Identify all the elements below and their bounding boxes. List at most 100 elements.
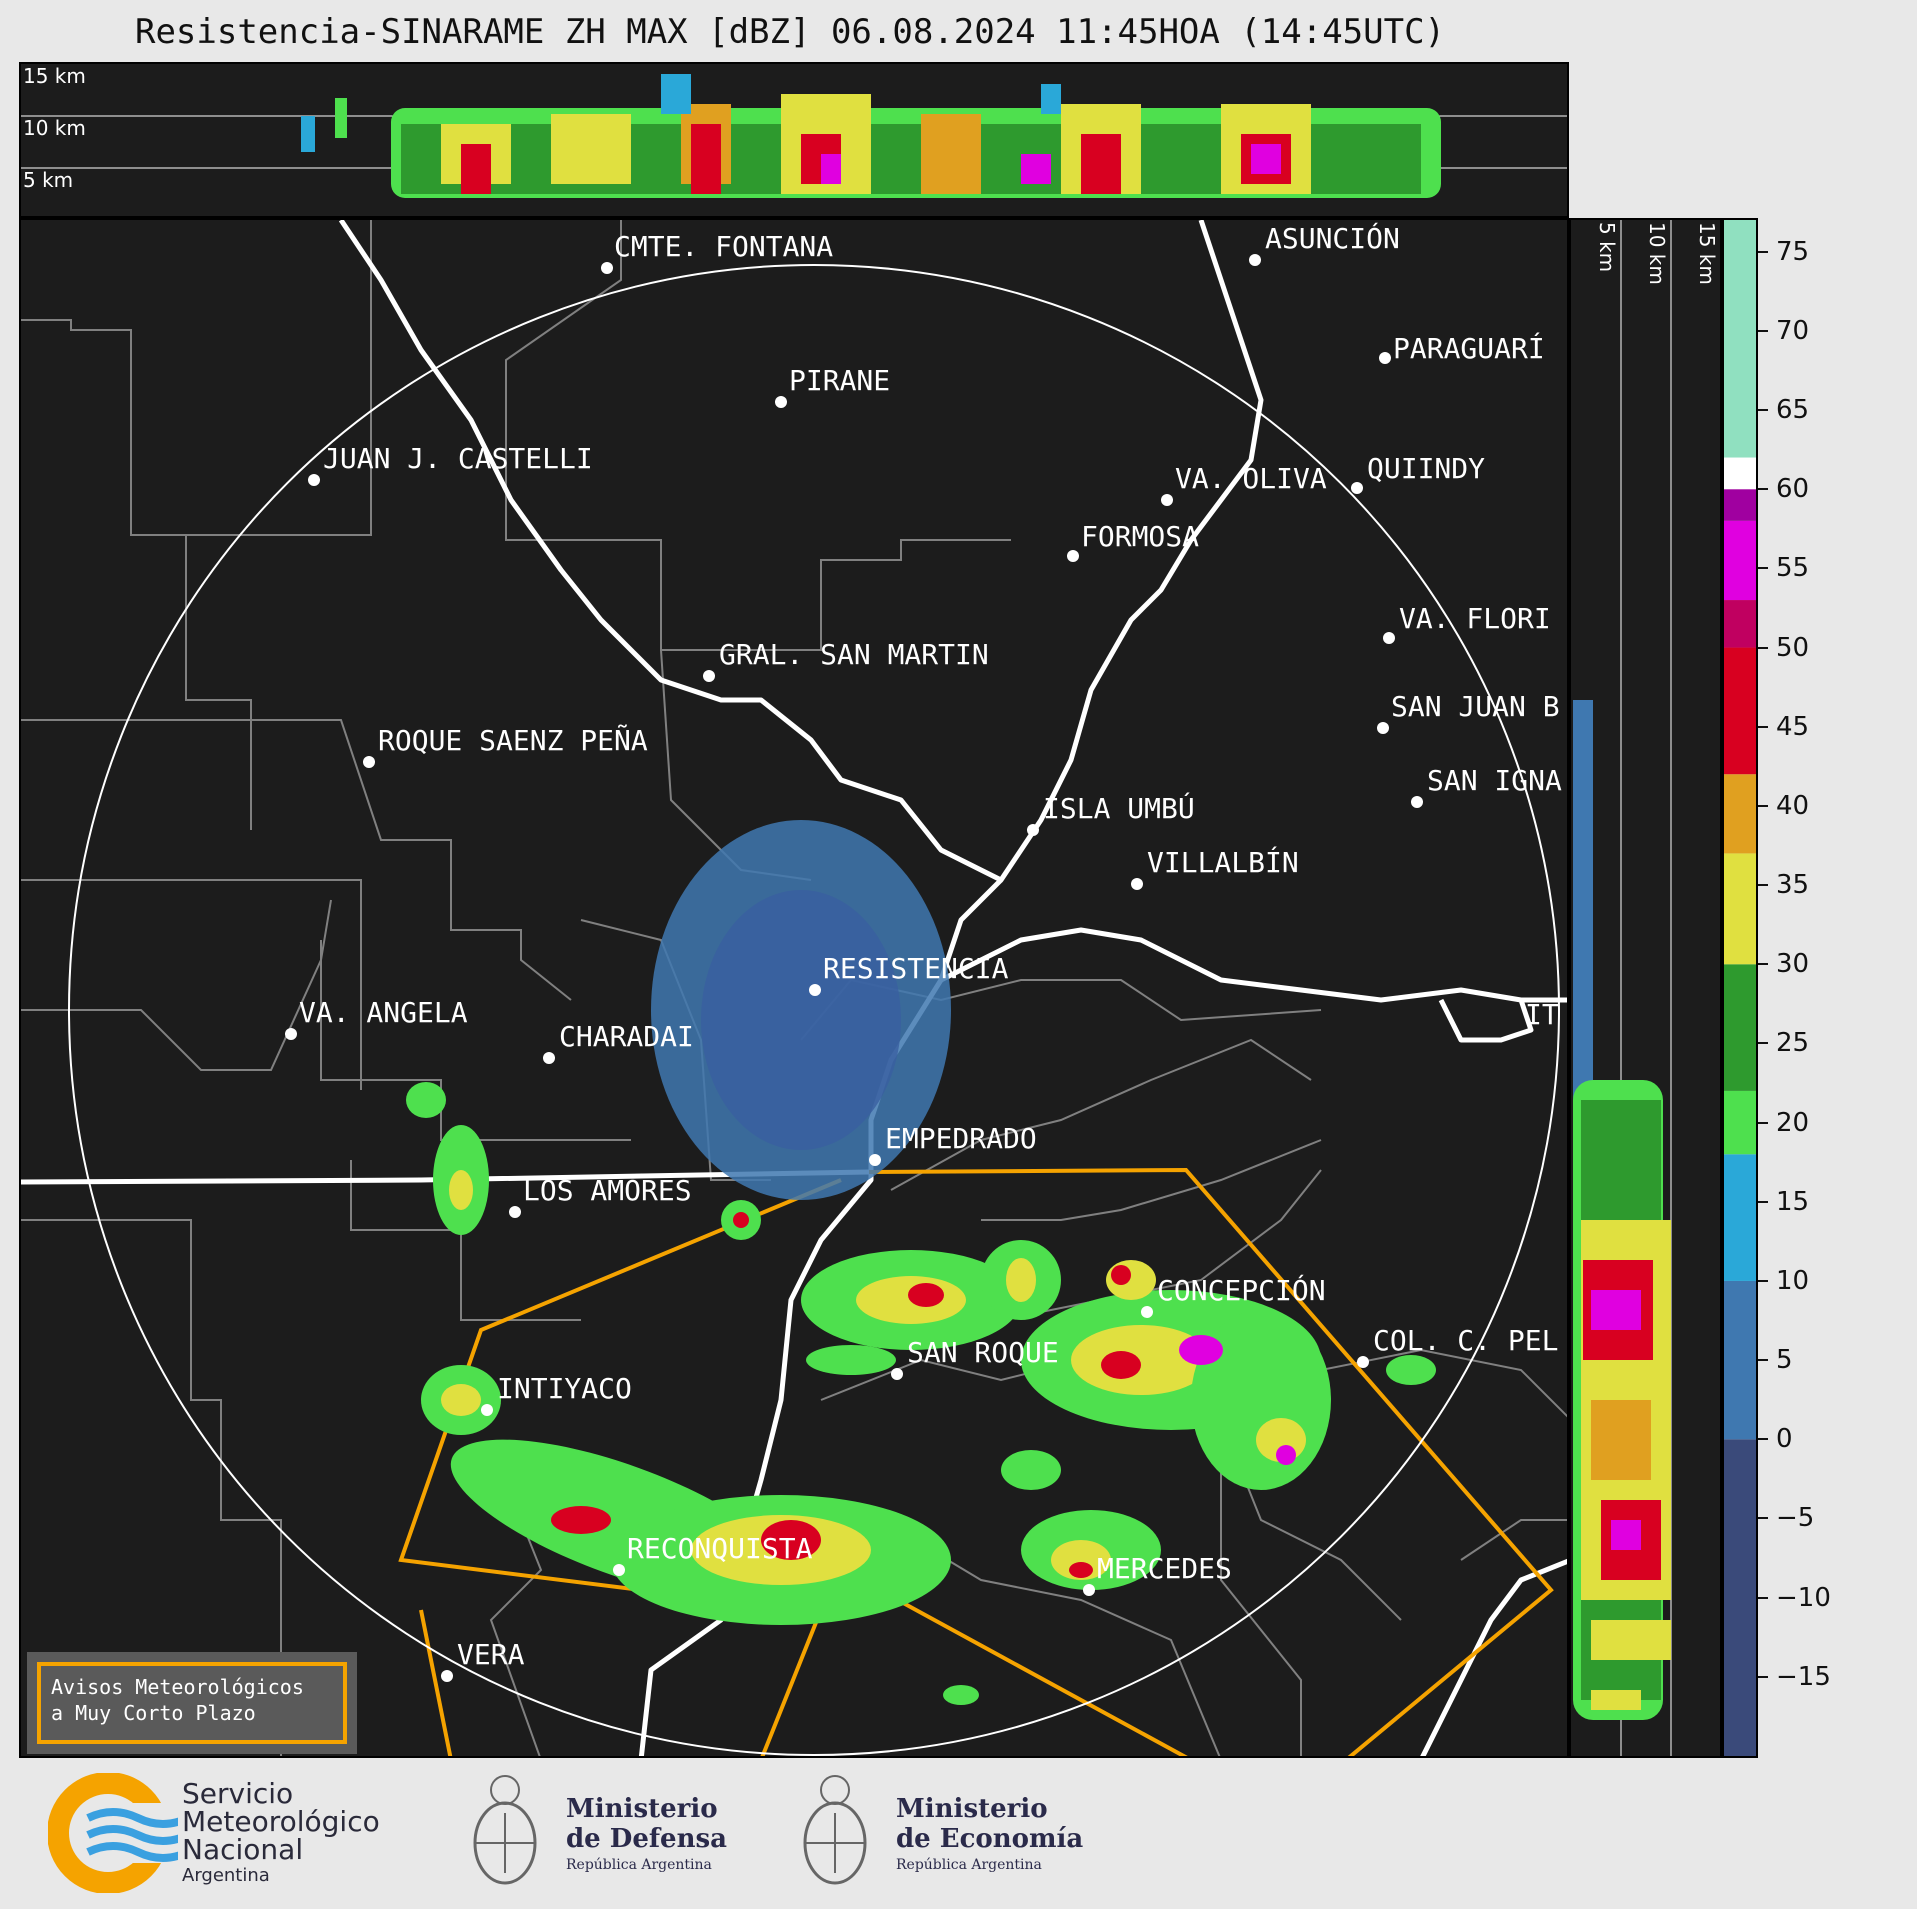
city-marker-paraguari xyxy=(1379,352,1391,364)
colorbar-tick-mark xyxy=(1758,1438,1768,1441)
city-marker-cmte-fontana xyxy=(601,262,613,274)
city-marker-san-roque xyxy=(891,1368,903,1380)
smn-line1: Servicio xyxy=(182,1777,294,1810)
colorbar-tick-mark xyxy=(1758,1279,1768,1282)
economia-line1: Ministerio xyxy=(896,1794,1048,1824)
city-marker-gral-san-martin xyxy=(703,670,715,682)
colorbar-tick-label: 45 xyxy=(1776,711,1810,742)
city-marker-intiyaco xyxy=(481,1404,493,1416)
colorbar-tick: 35 xyxy=(1758,870,1908,900)
side-height-label-5km: 5 km xyxy=(1595,222,1619,273)
top-cross-section-panel: 15 km 10 km 5 km xyxy=(19,62,1569,218)
colorbar-band-10 xyxy=(1724,489,1756,521)
city-marker-quiindy xyxy=(1351,482,1363,494)
defensa-logo-text: Ministerio de Defensa República Argentin… xyxy=(566,1794,727,1876)
colorbar-tick-mark xyxy=(1758,963,1768,966)
colorbar-tick: 40 xyxy=(1758,791,1908,821)
colorbar-band-4 xyxy=(1724,964,1756,1091)
city-label-va-flori: VA. FLORI xyxy=(1399,602,1551,635)
colorbar-tick-mark xyxy=(1758,1675,1768,1678)
colorbar-tick: 45 xyxy=(1758,712,1908,742)
city-marker-resistencia xyxy=(809,984,821,996)
radar-map[interactable]: CMTE. FONTANA ASUNCIÓN PARAGUARÍ PIRANE … xyxy=(19,218,1569,1758)
city-label-quiindy: QUIINDY xyxy=(1367,452,1486,485)
city-label-mercedes: MERCEDES xyxy=(1097,1552,1232,1585)
top-height-label-5km: 5 km xyxy=(23,168,74,192)
smn-line2: Meteorológico xyxy=(182,1805,380,1838)
city-marker-asuncion xyxy=(1249,254,1261,266)
colorbar-band-12 xyxy=(1724,220,1756,458)
city-label-cmte-fontana: CMTE. FONTANA xyxy=(614,230,834,263)
city-label-san-igna: SAN IGNA xyxy=(1427,764,1562,797)
city-marker-charadai xyxy=(543,1052,555,1064)
colorbar-tick-label: 55 xyxy=(1776,553,1810,584)
colorbar-band-2 xyxy=(1724,1154,1756,1281)
city-marker-isla-umbu xyxy=(1027,824,1039,836)
footer: Servicio Meteorológico Nacional Argentin… xyxy=(0,1758,1917,1909)
colorbar-tick-label: 10 xyxy=(1776,1265,1810,1296)
colorbar-tick: 0 xyxy=(1758,1424,1908,1454)
colorbar-tick-label: 0 xyxy=(1776,1424,1793,1455)
city-label-roque-saenz-pena: ROQUE SAENZ PEÑA xyxy=(378,724,648,757)
range-ring xyxy=(68,264,1560,1756)
colorbar-tick-label: 50 xyxy=(1776,632,1810,663)
colorbar-tick: 5 xyxy=(1758,1345,1908,1375)
city-label-reconquista: RECONQUISTA xyxy=(627,1532,813,1565)
city-marker-va-flori xyxy=(1383,632,1395,644)
colorbar-tick-mark xyxy=(1758,725,1768,728)
colorbar-tick: 20 xyxy=(1758,1108,1908,1138)
colorbar-tick-mark xyxy=(1758,1596,1768,1599)
side-cross-section-panel: 5 km 10 km 15 km xyxy=(1569,218,1722,1758)
city-label-los-amores: LOS AMORES xyxy=(523,1174,692,1207)
colorbar-tick: 65 xyxy=(1758,395,1908,425)
side-height-label-10km: 10 km xyxy=(1645,222,1669,285)
city-label-va-angela: VA. ANGELA xyxy=(299,996,468,1029)
colorbar-tick-mark xyxy=(1758,1121,1768,1124)
colorbar-tick-mark xyxy=(1758,488,1768,491)
defensa-coat-of-arms-icon xyxy=(473,1775,537,1885)
city-marker-roque-saenz-pena xyxy=(363,756,375,768)
city-marker-san-juan-b xyxy=(1377,722,1389,734)
economia-line2: de Economía xyxy=(896,1824,1084,1854)
colorbar-tick: 25 xyxy=(1758,1028,1908,1058)
side-cross-section-echo xyxy=(1573,220,1672,1756)
city-label-pirane: PIRANE xyxy=(789,364,891,397)
colorbar-tick-label: 70 xyxy=(1776,315,1810,346)
city-label-empedrado: EMPEDRADO xyxy=(885,1122,1037,1155)
colorbar-tick-label: −10 xyxy=(1776,1582,1831,1613)
side-height-label-15km: 15 km xyxy=(1695,222,1719,285)
colorbar-band-9 xyxy=(1724,520,1756,601)
colorbar-tick-label: 40 xyxy=(1776,790,1810,821)
city-marker-va-angela xyxy=(285,1028,297,1040)
city-label-gral-san-martin: GRAL. SAN MARTIN xyxy=(719,638,989,671)
top-height-label-10km: 10 km xyxy=(23,116,86,140)
city-label-formosa: FORMOSA xyxy=(1081,520,1200,553)
city-marker-empedrado xyxy=(869,1154,881,1166)
city-label-it: IT xyxy=(1525,998,1559,1031)
colorbar-tick: 30 xyxy=(1758,949,1908,979)
city-marker-col-c-pel xyxy=(1357,1356,1369,1368)
colorbar-tick-mark xyxy=(1758,804,1768,807)
avisos-box[interactable]: Avisos Meteorológicos a Muy Corto Plazo xyxy=(27,1652,357,1754)
colorbar-tick: 60 xyxy=(1758,474,1908,504)
city-marker-vera xyxy=(441,1670,453,1682)
city-label-va-oliva: VA. OLIVA xyxy=(1175,462,1327,495)
colorbar-tick: −15 xyxy=(1758,1662,1908,1692)
colorbar-band-3 xyxy=(1724,1090,1756,1155)
colorbar-tick: 70 xyxy=(1758,316,1908,346)
colorbar-band-7 xyxy=(1724,647,1756,775)
city-marker-san-igna xyxy=(1411,796,1423,808)
city-label-asuncion: ASUNCIÓN xyxy=(1265,222,1400,255)
colorbar-tick: −5 xyxy=(1758,1503,1908,1533)
colorbar-band-6 xyxy=(1724,774,1756,854)
smn-line4: Argentina xyxy=(182,1865,270,1886)
colorbar-tick-label: 5 xyxy=(1776,1345,1793,1376)
city-label-vera: VERA xyxy=(457,1638,525,1671)
colorbar-tick-label: 30 xyxy=(1776,949,1810,980)
colorbar-tick: 50 xyxy=(1758,633,1908,663)
colorbar-tick-mark xyxy=(1758,1200,1768,1203)
city-marker-pirane xyxy=(775,396,787,408)
colorbar-tick-label: −5 xyxy=(1776,1503,1815,1534)
colorbar-tick-label: 20 xyxy=(1776,1107,1810,1138)
colorbar-band-1 xyxy=(1724,1280,1756,1440)
